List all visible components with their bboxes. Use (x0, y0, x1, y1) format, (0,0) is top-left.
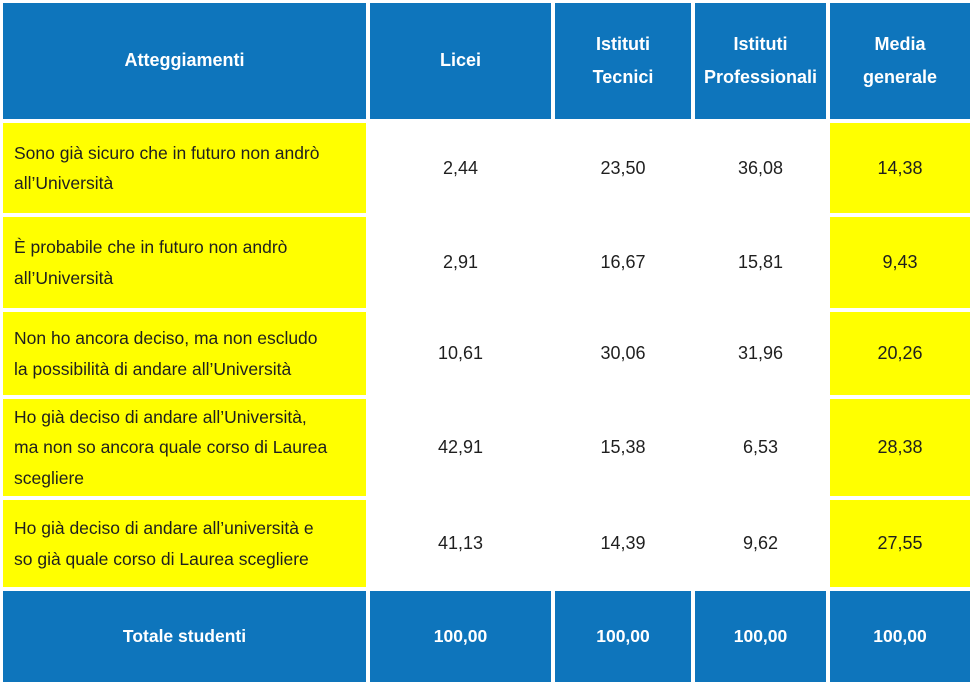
value-cell-tecnici: 14,39 (555, 500, 691, 587)
footer-total-professionali: 100,00 (695, 591, 826, 682)
row-label-cell: Sono già sicuro che in futuro non andrò … (3, 123, 366, 213)
value-cell-media: 14,38 (830, 123, 970, 213)
header-cell-media-generale: Media generale (830, 3, 970, 119)
header-cell-atteggiamenti: Atteggiamenti (3, 3, 366, 119)
value-cell-licei: 10,61 (370, 312, 551, 395)
footer-total-media: 100,00 (830, 591, 970, 682)
value-cell-professionali: 9,62 (695, 500, 826, 587)
row-label-cell: È probabile che in futuro non andrò all’… (3, 217, 366, 308)
value-cell-professionali: 6,53 (695, 399, 826, 496)
header-cell-licei: Licei (370, 3, 551, 119)
value-cell-professionali: 15,81 (695, 217, 826, 308)
row-label-cell: Ho già deciso di andare all’università e… (3, 500, 366, 587)
value-cell-licei: 41,13 (370, 500, 551, 587)
value-cell-professionali: 36,08 (695, 123, 826, 213)
value-cell-tecnici: 16,67 (555, 217, 691, 308)
value-cell-professionali: 31,96 (695, 312, 826, 395)
value-cell-licei: 2,44 (370, 123, 551, 213)
row-label-cell: Non ho ancora deciso, ma non escludo la … (3, 312, 366, 395)
footer-total-tecnici: 100,00 (555, 591, 691, 682)
value-cell-media: 27,55 (830, 500, 970, 587)
value-cell-media: 20,26 (830, 312, 970, 395)
value-cell-licei: 2,91 (370, 217, 551, 308)
value-cell-tecnici: 15,38 (555, 399, 691, 496)
value-cell-media: 9,43 (830, 217, 970, 308)
value-cell-media: 28,38 (830, 399, 970, 496)
footer-label-cell: Totale studenti (3, 591, 366, 682)
row-label-cell: Ho già deciso di andare all’Università, … (3, 399, 366, 496)
value-cell-tecnici: 23,50 (555, 123, 691, 213)
value-cell-tecnici: 30,06 (555, 312, 691, 395)
footer-total-licei: 100,00 (370, 591, 551, 682)
value-cell-licei: 42,91 (370, 399, 551, 496)
header-cell-istituti-tecnici: Istituti Tecnici (555, 3, 691, 119)
header-cell-istituti-professionali: Istituti Professionali (695, 3, 826, 119)
